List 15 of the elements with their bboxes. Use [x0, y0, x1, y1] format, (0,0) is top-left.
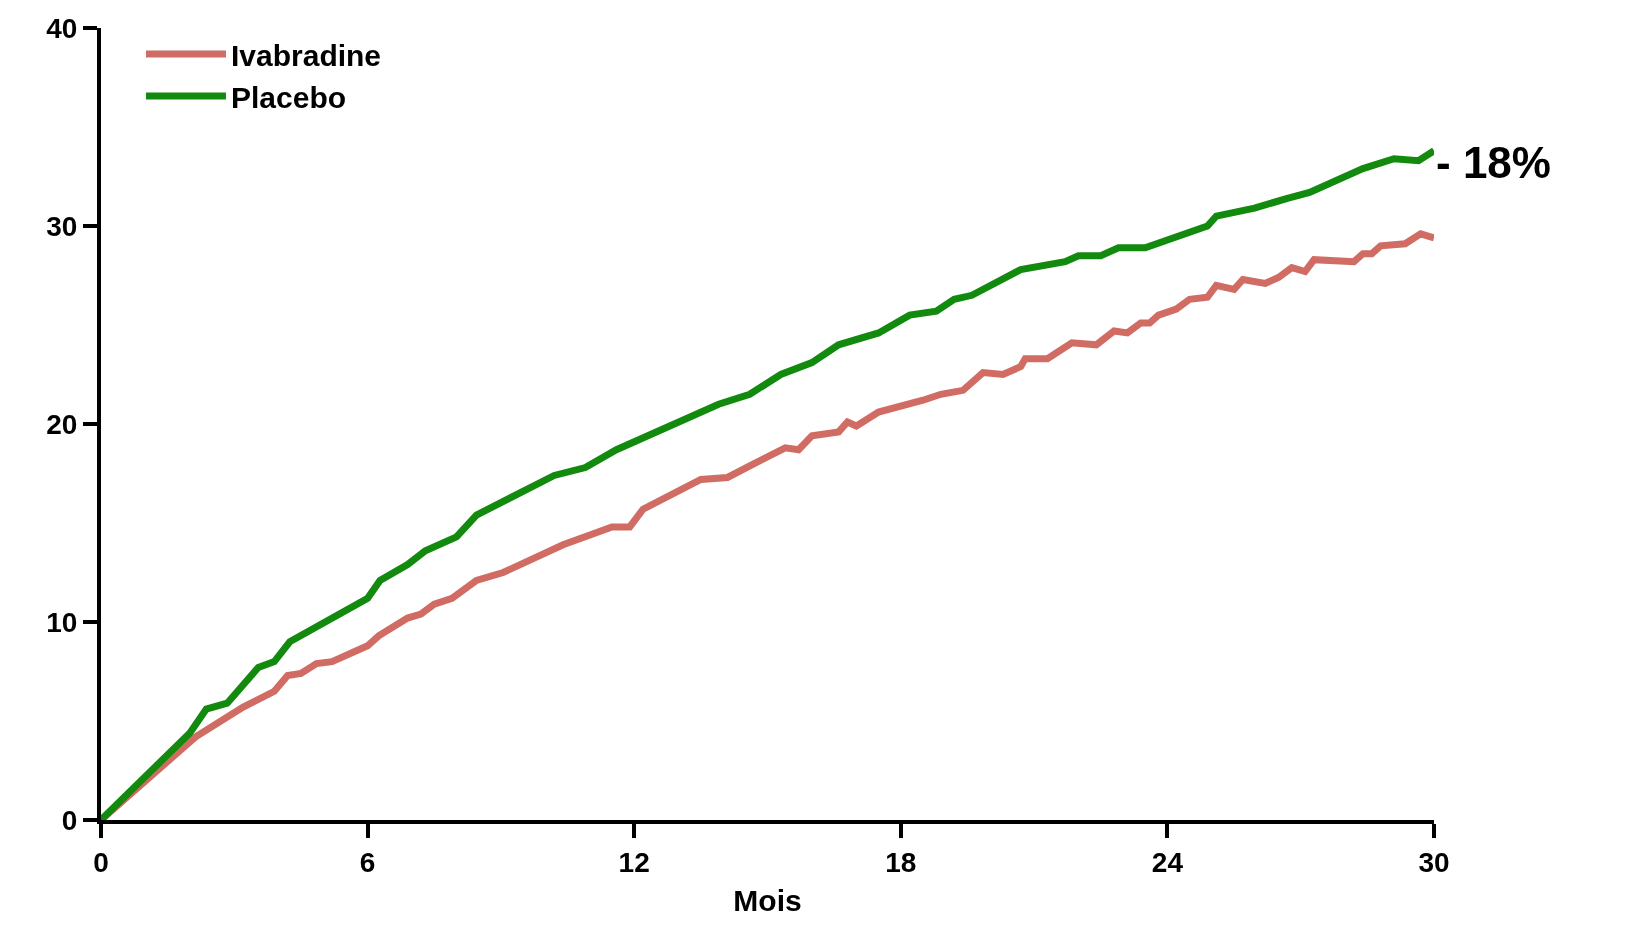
- x-axis-title: Mois: [733, 883, 802, 917]
- x-tick-label: 24: [1151, 846, 1184, 878]
- y-tick-label: 0: [61, 804, 78, 836]
- x-tick-label: 6: [359, 846, 376, 878]
- x-tick-label: 12: [618, 846, 650, 878]
- x-tick-label: 18: [885, 846, 917, 878]
- y-tick-label: 10: [46, 606, 78, 638]
- x-tick-label: 0: [93, 846, 109, 878]
- legend-label: Placebo: [230, 80, 347, 114]
- y-tick-label: 20: [46, 408, 78, 440]
- legend-label: Ivabradine: [230, 38, 382, 72]
- y-tick-label: 40: [46, 12, 78, 44]
- x-tick-label: 30: [1418, 846, 1450, 878]
- y-tick-label: 30: [46, 210, 78, 242]
- text: - 18%: [1436, 138, 1551, 187]
